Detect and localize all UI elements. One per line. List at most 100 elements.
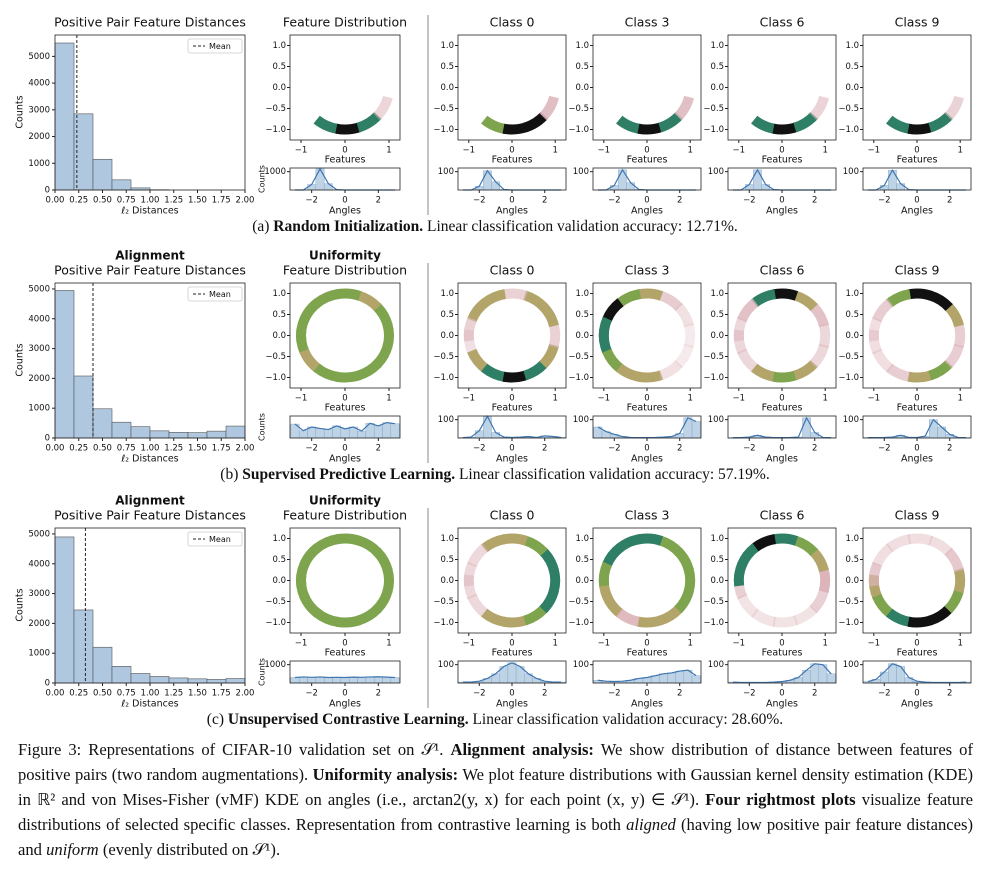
x-axis-label: Features (762, 403, 803, 414)
y-tick-label: 0.0 (575, 83, 589, 93)
density-arc (539, 95, 559, 121)
density-arc (824, 76, 826, 98)
x-tick-label: 2 (812, 689, 817, 699)
y-tick-label: 0.5 (272, 62, 286, 72)
y-tick-label: −1.0 (838, 125, 859, 135)
histogram-bar (225, 425, 246, 439)
angle-bar (315, 168, 325, 191)
x-tick-label: 0 (509, 444, 514, 454)
y-tick-label: 0.0 (710, 83, 724, 93)
x-tick-label: −1 (463, 146, 476, 156)
density-arc (637, 533, 664, 546)
angle-bar (348, 676, 358, 684)
density-arc (772, 615, 799, 628)
y-tick-label: −0.5 (703, 104, 724, 114)
plot-background (458, 283, 566, 388)
panel-title: Class 6 (760, 15, 805, 30)
angle-bar (802, 417, 811, 439)
y-tick-label: 0.0 (575, 331, 589, 341)
density-arc (637, 615, 664, 628)
y-tick-label: −0.5 (703, 597, 724, 607)
angle-bar (810, 432, 820, 439)
y-tick-label: 0.0 (845, 83, 859, 93)
density-arc (301, 71, 305, 93)
density-arc (733, 561, 748, 587)
x-axis-label: Features (897, 403, 938, 414)
density-arc (638, 46, 661, 48)
caption-segment: Linear classification validation accurac… (423, 218, 738, 235)
y-tick-label: 0.5 (845, 62, 859, 72)
y-tick-label: 100 (843, 415, 859, 425)
y-tick-label: 1.0 (575, 289, 589, 299)
angle-bar (357, 430, 367, 439)
angle-bar (888, 169, 897, 191)
caption-segment: visualize feature distributions of selec… (18, 790, 973, 834)
x-tick-label: 2 (542, 196, 547, 206)
density-arc (372, 95, 393, 121)
y-tick-label: −0.5 (265, 104, 286, 114)
x-tick-label: 1 (957, 639, 962, 649)
x-tick-label: 1 (687, 394, 692, 404)
x-tick-label: 1.50 (188, 196, 207, 206)
y-tick-label: −1.0 (703, 618, 724, 628)
angle-bar (382, 422, 392, 439)
density-arc (739, 71, 743, 93)
plot-background (593, 35, 701, 140)
y-tick-label: 0.5 (710, 310, 724, 320)
x-tick-label: 1 (822, 146, 827, 156)
x-tick-label: −2 (608, 444, 621, 454)
angle-bar (659, 673, 668, 684)
angle-bar (315, 676, 325, 684)
caption-segment: Random Initialization. (273, 218, 424, 235)
angle-bar (390, 677, 400, 684)
histogram-bar (130, 426, 151, 439)
x-axis-label: Angles (901, 454, 933, 465)
y-tick-label: 0.0 (575, 576, 589, 586)
density-arc (944, 95, 964, 121)
y-tick-label: −1.0 (265, 125, 286, 135)
x-tick-label: −2 (473, 444, 486, 454)
density-arc (928, 535, 953, 557)
density-arc (382, 322, 394, 349)
y-tick-label: 100 (708, 167, 724, 177)
y-tick-label: 100 (573, 167, 589, 177)
density-arc (868, 316, 883, 342)
x-tick-label: −2 (608, 196, 621, 206)
angle-density-line (597, 168, 697, 191)
density-arc (598, 561, 613, 587)
y-tick-label: 0.0 (440, 576, 454, 586)
caption-segment: Alignment analysis: (450, 740, 594, 759)
y-tick-label: 1000 (28, 649, 50, 659)
y-tick-label: 1.0 (710, 289, 724, 299)
density-arc (818, 567, 831, 594)
x-tick-label: 0 (509, 146, 514, 156)
x-axis-label: Features (492, 403, 533, 414)
angle-bar (691, 421, 701, 439)
angle-bar (618, 169, 627, 191)
y-tick-label: −1.0 (433, 125, 454, 135)
y-tick-label: −0.5 (265, 597, 286, 607)
x-tick-label: −1 (295, 146, 308, 156)
y-tick-label: 0.0 (440, 83, 454, 93)
density-arc (637, 288, 664, 301)
y-tick-label: −0.5 (568, 597, 589, 607)
panel-title: Class 3 (625, 508, 670, 523)
angle-bar (896, 666, 905, 684)
y-tick-label: 100 (438, 660, 454, 670)
x-tick-label: 1.75 (212, 689, 231, 699)
y-tick-label: 100 (438, 167, 454, 177)
angle-bar (667, 672, 676, 684)
x-tick-label: 0.75 (117, 689, 136, 699)
y-axis-label: Counts (15, 588, 26, 621)
y-tick-label: −0.5 (433, 597, 454, 607)
panel-title: Class 6 (760, 508, 805, 523)
caption-segment: Linear classification validation accurac… (455, 466, 770, 483)
y-tick-label: 0.0 (272, 331, 286, 341)
density-arc (773, 46, 796, 48)
angle-bar (491, 181, 500, 191)
y-tick-label: −1.0 (568, 125, 589, 135)
y-tick-label: 3000 (28, 344, 50, 354)
x-tick-label: −1 (598, 394, 611, 404)
density-arc (387, 76, 389, 98)
y-tick-label: −1.0 (568, 618, 589, 628)
